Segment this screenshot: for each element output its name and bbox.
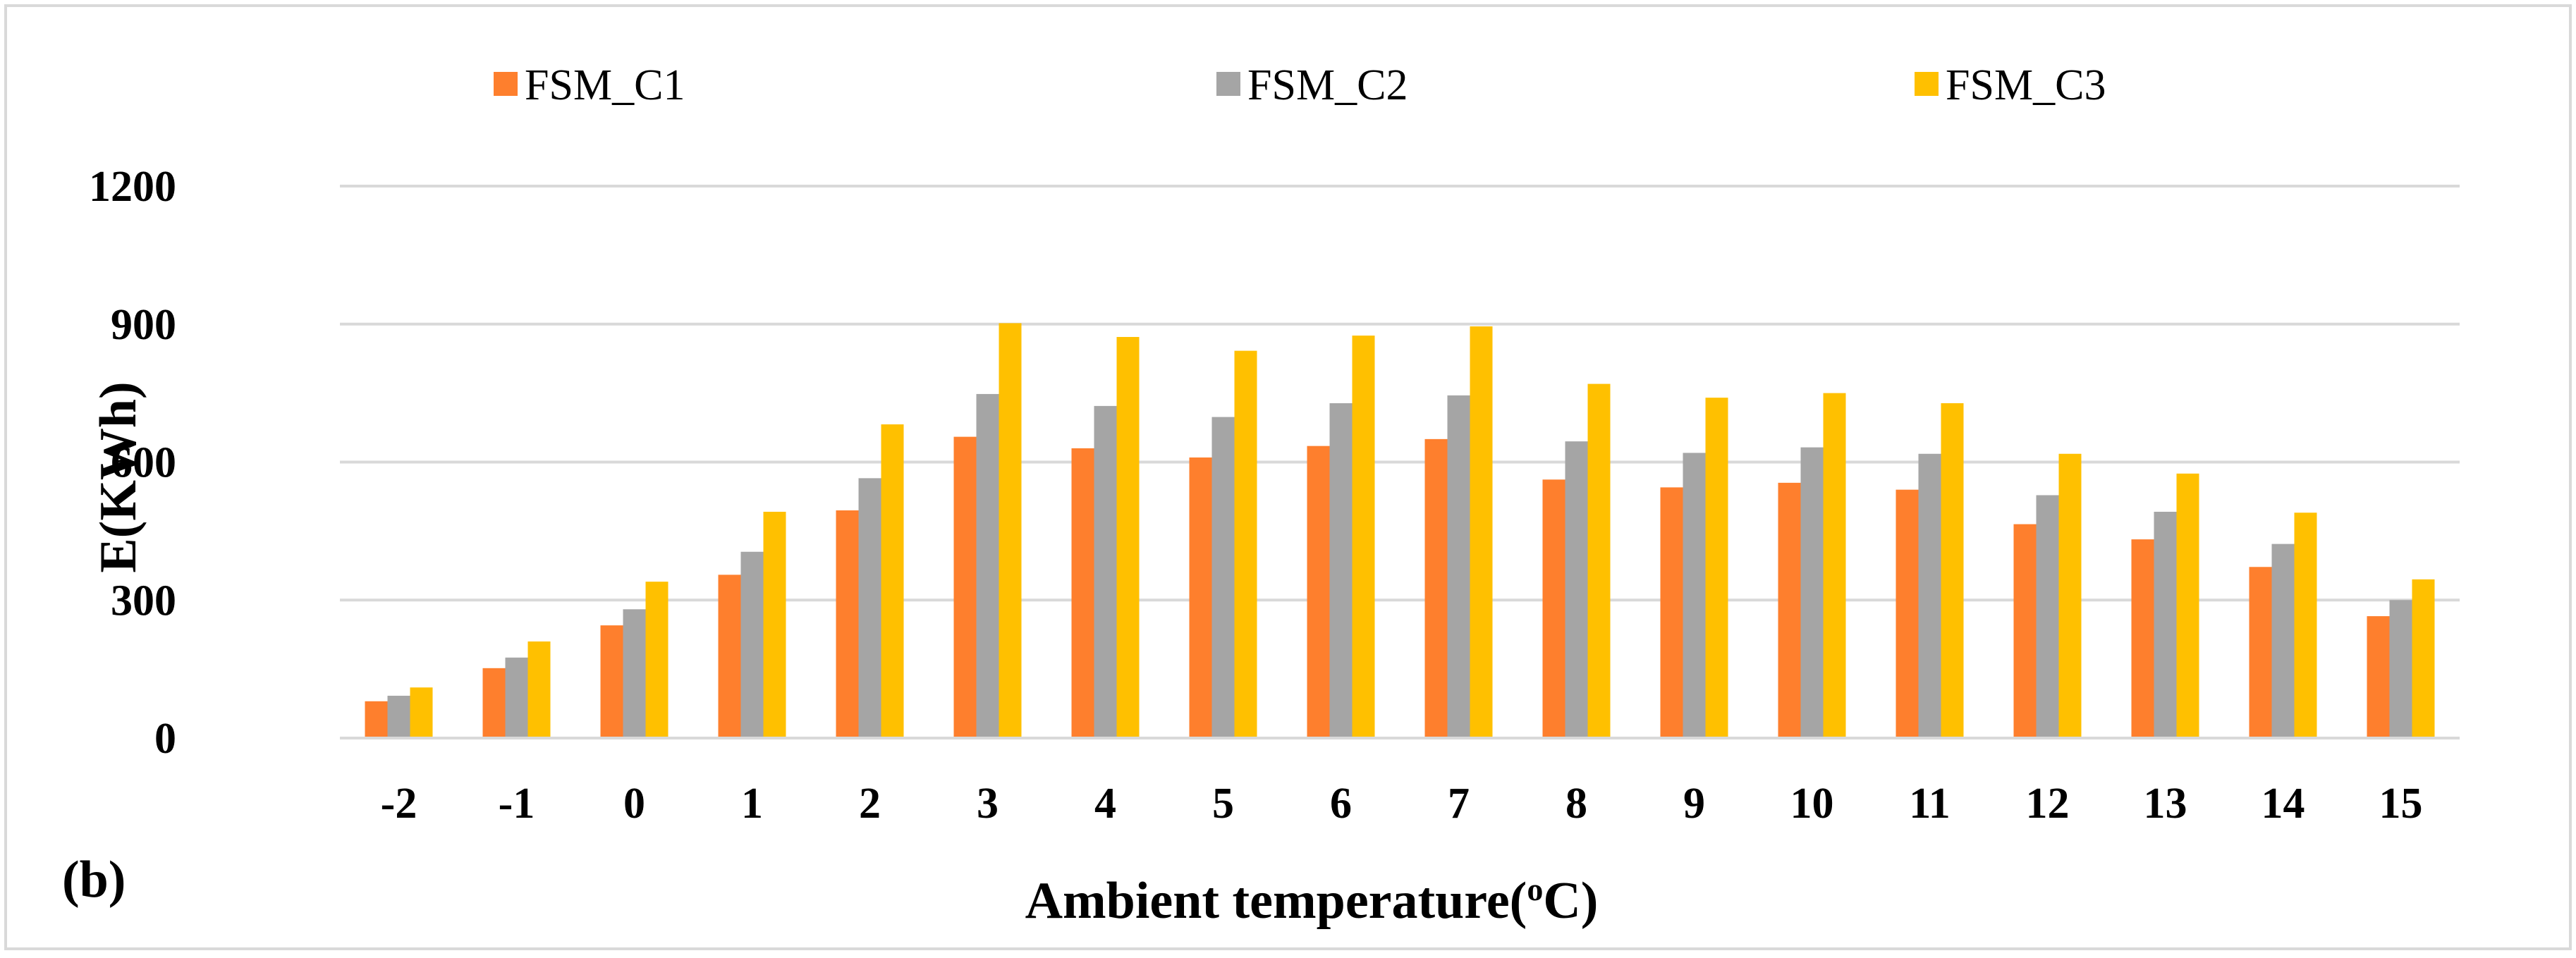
x-axis-label-main: Ambient temperature( [1025, 872, 1527, 930]
bar-fsm-c1 [2131, 539, 2154, 738]
bar-fsm-c2 [1447, 395, 1470, 738]
bar-fsm-c2 [2271, 544, 2295, 738]
x-tick-label: 3 [977, 780, 999, 828]
x-tick-label: 10 [1790, 780, 1834, 828]
panel-label: (b) [62, 851, 126, 909]
bar-fsm-c3 [2176, 473, 2199, 738]
bar-fsm-c3 [410, 687, 433, 738]
bar-fsm-c3 [645, 582, 669, 738]
bar-fsm-c1 [1896, 489, 1919, 738]
x-axis-label-superscript: o [1527, 871, 1543, 907]
x-tick-label: 2 [859, 780, 881, 828]
bar-fsm-c1 [1307, 446, 1330, 738]
bar-fsm-c3 [999, 323, 1022, 738]
y-tick-label: 900 [111, 301, 176, 349]
bar-fsm-c1 [1071, 448, 1094, 738]
bar-fsm-c2 [976, 393, 999, 738]
y-axis-label: E(KWh) [90, 381, 147, 572]
x-tick-label: 0 [623, 780, 645, 828]
bar-fsm-c3 [1941, 403, 1964, 738]
bar-fsm-c1 [1542, 479, 1565, 738]
legend-swatch [1915, 72, 1939, 96]
bar-fsm-c1 [482, 668, 506, 738]
y-tick-label: 300 [111, 577, 176, 625]
bar-fsm-c2 [1329, 403, 1353, 738]
y-axis-ticks: 0 300 600 900 1200 [89, 163, 176, 763]
legend-swatch [494, 72, 518, 96]
bar-fsm-c1 [365, 701, 388, 738]
bar-fsm-c2 [623, 609, 646, 738]
x-axis-ticks: -2 -1 0 1 2 3 4 5 6 7 8 9 10 11 12 13 14 15 [381, 780, 2423, 828]
bar-fsm-c2 [2389, 600, 2412, 738]
bar-fsm-c2 [1211, 417, 1235, 738]
bar-fsm-c2 [1918, 453, 1941, 738]
bar-fsm-c2 [858, 478, 881, 738]
bar-fsm-c3 [763, 511, 786, 738]
x-axis-label-suffix: C) [1543, 872, 1598, 930]
legend: FSM_C1 FSM_C2 FSM_C3 [494, 61, 2106, 109]
bar-fsm-c2 [2036, 495, 2059, 738]
bar-fsm-c2 [2154, 511, 2177, 738]
bar-fsm-c1 [836, 510, 859, 738]
bar-fsm-c3 [1470, 326, 1493, 738]
bar-fsm-c1 [1778, 482, 1801, 738]
legend-swatch [1216, 72, 1240, 96]
x-tick-label: 9 [1683, 780, 1705, 828]
bar-fsm-c1 [2367, 616, 2390, 738]
bar-fsm-c1 [600, 625, 623, 738]
bar-fsm-c3 [527, 641, 551, 738]
bar-fsm-c3 [1116, 337, 1140, 738]
x-tick-label: 6 [1330, 780, 1352, 828]
bar-fsm-c1 [2249, 567, 2272, 738]
x-tick-label: 12 [2026, 780, 2070, 828]
x-tick-label: 14 [2261, 780, 2305, 828]
legend-label: FSM_C2 [1247, 61, 1408, 109]
x-tick-label: 4 [1094, 780, 1116, 828]
bar-fsm-c2 [1565, 441, 1588, 738]
bar-fsm-c3 [881, 424, 904, 738]
x-tick-label: 11 [1909, 780, 1951, 828]
bar-fsm-c3 [2058, 453, 2082, 738]
x-tick-label: 5 [1212, 780, 1234, 828]
bar-fsm-c3 [1234, 350, 1257, 739]
bar-fsm-c2 [1800, 447, 1824, 738]
x-tick-label: 15 [2379, 780, 2423, 828]
bar-fsm-c3 [2412, 579, 2435, 738]
bar-fsm-c3 [1705, 398, 1728, 738]
bar-fsm-c3 [1587, 383, 1611, 738]
x-tick-label: -2 [381, 780, 417, 828]
bar-fsm-c3 [1352, 336, 1375, 738]
legend-label: FSM_C3 [1946, 61, 2106, 109]
bar-fsm-c2 [1094, 405, 1117, 738]
x-tick-label: 8 [1565, 780, 1587, 828]
x-tick-label: -1 [499, 780, 535, 828]
bar-fsm-c2 [387, 695, 410, 738]
x-tick-label: 7 [1448, 780, 1470, 828]
x-axis-label: Ambient temperature(oC) [1025, 871, 1599, 931]
chart-border [4, 4, 2572, 950]
bar-fsm-c3 [1823, 393, 1846, 738]
bars [340, 323, 2460, 739]
bar-fsm-c3 [2294, 512, 2317, 738]
x-tick-label: 13 [2144, 780, 2187, 828]
bar-fsm-c1 [953, 436, 977, 738]
bar-fsm-c1 [1424, 438, 1448, 738]
y-tick-label: 600 [111, 439, 176, 487]
bar-fsm-c2 [505, 657, 528, 738]
y-tick-label: 0 [154, 715, 176, 763]
bar-fsm-c1 [1660, 487, 1683, 738]
y-tick-label: 1200 [89, 163, 176, 211]
legend-label: FSM_C1 [525, 61, 685, 109]
bar-fsm-c1 [1189, 457, 1212, 738]
bar-fsm-c2 [1683, 453, 1706, 738]
x-tick-label: 1 [741, 780, 763, 828]
bar-fsm-c2 [740, 551, 764, 738]
bar-fsm-c1 [2013, 524, 2037, 738]
bar-fsm-c1 [718, 575, 741, 738]
